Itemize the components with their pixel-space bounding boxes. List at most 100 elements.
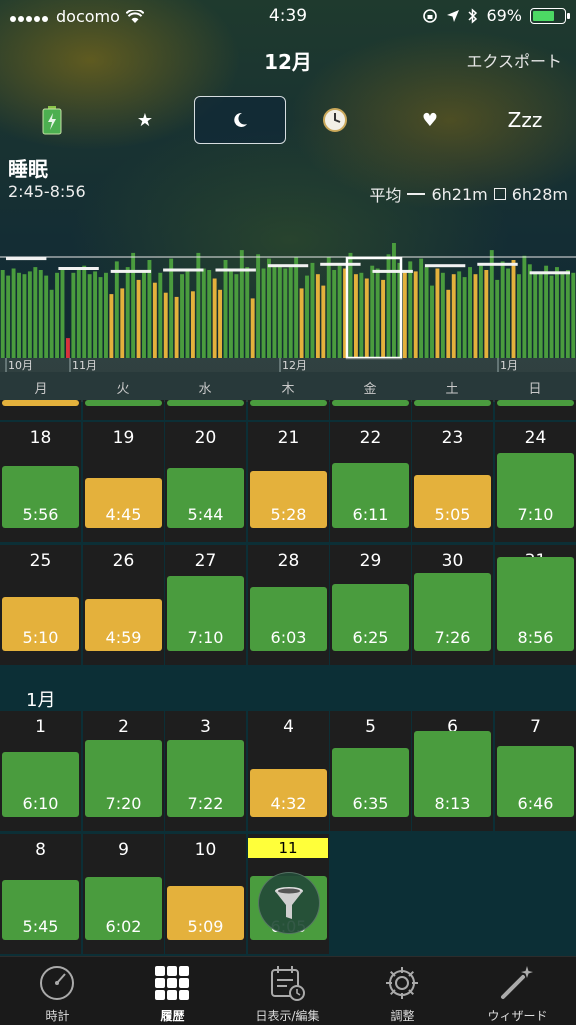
day-number: 19 — [112, 428, 135, 448]
chart-bar — [468, 267, 472, 358]
day-cell[interactable]: 18 5:56 — [0, 422, 81, 542]
month-label: 1月 — [26, 690, 56, 711]
average-box-value: 6h28m — [511, 184, 568, 204]
tab-day-edit[interactable]: 日表示/編集 — [230, 957, 345, 1025]
sleep-bar: 5:28 — [250, 470, 327, 528]
chart-bar — [533, 272, 538, 358]
chart-bar — [424, 267, 429, 358]
sleep-duration: 8:13 — [434, 794, 471, 813]
sleep-duration: 4:32 — [270, 794, 307, 813]
chart-bar — [98, 277, 103, 358]
day-cell[interactable]: 20 5:44 — [165, 422, 246, 542]
day-cell[interactable]: 10 5:09 — [165, 834, 246, 954]
mode-favorite-button[interactable]: ★ — [99, 96, 191, 144]
day-cell[interactable]: 3 7:22 — [165, 711, 246, 831]
day-number: 7 — [530, 717, 541, 737]
day-cell[interactable]: 30 7:26 — [412, 545, 493, 665]
sleep-duration: 6:46 — [517, 794, 554, 813]
tab-wizard[interactable]: ウィザード — [460, 957, 575, 1025]
day-cell[interactable]: 318:56 — [495, 545, 576, 665]
chart-bar — [310, 262, 315, 358]
day-cell[interactable]: 1 6:10 — [0, 711, 81, 831]
funnel-icon — [275, 887, 303, 919]
day-number: 28 — [277, 551, 300, 571]
day-cell[interactable]: 2 7:20 — [83, 711, 164, 831]
filter-button[interactable] — [258, 872, 320, 934]
chart-bar — [560, 274, 565, 358]
wifi-icon — [125, 9, 144, 23]
day-cell[interactable]: 24 7:10 — [495, 422, 576, 542]
day-number: 6 — [447, 717, 458, 737]
chart-weekly-average — [267, 264, 309, 268]
mode-clock-button[interactable] — [289, 96, 381, 144]
day-cell[interactable]: 28 6:03 — [248, 545, 329, 665]
chart-bar — [169, 258, 174, 358]
chart-bar — [147, 260, 152, 358]
tab-clock[interactable]: 時計 — [0, 957, 115, 1025]
tab-label: 履歴 — [160, 1009, 185, 1023]
chart-bar — [109, 294, 114, 358]
chart-bar — [538, 274, 543, 358]
chart-bar — [462, 277, 467, 358]
sleep-duration: 5:10 — [22, 628, 59, 647]
day-cell[interactable]: 22 6:11 — [330, 422, 411, 542]
chart-bar — [408, 261, 413, 358]
day-number: 23 — [441, 428, 464, 448]
day-number: 1 — [35, 717, 46, 737]
day-cell[interactable]: 4 4:32 — [248, 711, 329, 831]
chart-bar — [440, 272, 445, 358]
mode-battery-button[interactable] — [6, 96, 98, 144]
tab-bar: 時計 履歴 日表示/編集 調整 ウィザード — [0, 956, 576, 1025]
sleep-history-chart[interactable]: 10月 11月 12月 1月 — [0, 200, 576, 372]
chart-bar — [386, 254, 391, 358]
chart-bar — [142, 270, 146, 358]
chart-bar — [299, 288, 304, 358]
export-button[interactable]: エクスポート — [466, 52, 562, 71]
day-cell[interactable]: 23 5:05 — [412, 422, 493, 542]
day-cell[interactable]: 7 6:46 — [495, 711, 576, 831]
rotation-lock-icon — [423, 8, 438, 23]
sleep-duration: 7:10 — [187, 628, 224, 647]
mode-zzz-button[interactable]: Zzz — [479, 96, 571, 144]
star-icon: ★ — [136, 109, 154, 131]
day-cell[interactable]: 8 5:45 — [0, 834, 81, 954]
day-number: 22 — [359, 428, 382, 448]
chart-bar — [71, 272, 76, 358]
chart-bar — [419, 258, 424, 358]
mode-heart-button[interactable]: ♥ — [384, 96, 476, 144]
calendar-clock-icon — [271, 966, 305, 1001]
day-cell[interactable]: 21 5:28 — [248, 422, 329, 542]
day-cell[interactable]: 5 6:35 — [330, 711, 411, 831]
chart-bar — [82, 265, 87, 358]
day-cell[interactable]: 29 6:25 — [330, 545, 411, 665]
location-icon — [447, 9, 460, 22]
chart-bar — [364, 278, 369, 358]
today-indicator: 11 — [248, 838, 328, 858]
day-cell[interactable]: 25 5:10 — [0, 545, 81, 665]
day-cell[interactable]: 26 4:59 — [83, 545, 164, 665]
chart-bar — [38, 270, 43, 358]
bluetooth-icon — [468, 7, 478, 24]
chart-bar — [381, 279, 386, 358]
tab-history[interactable]: 履歴 — [115, 957, 230, 1025]
mode-sleep-button[interactable] — [194, 96, 286, 144]
chart-month-label: 1月 — [500, 359, 518, 372]
chart-bar — [565, 270, 570, 358]
day-cell[interactable]: 27 7:10 — [165, 545, 246, 665]
day-number: 29 — [359, 551, 382, 571]
sleep-bar: 6:11 — [332, 463, 409, 528]
day-cell[interactable]: 9 6:02 — [83, 834, 164, 954]
signal-icon — [10, 7, 50, 26]
chart-bar — [65, 338, 70, 358]
day-number: 26 — [112, 551, 135, 571]
tab-adjust[interactable]: 調整 — [345, 957, 460, 1025]
chart-bar — [104, 272, 108, 358]
day-cell[interactable]: 19 4:45 — [83, 422, 164, 542]
gear-icon — [386, 967, 418, 999]
day-cell[interactable]: 6 8:13 — [412, 711, 493, 831]
sleep-duration: 4:59 — [105, 628, 142, 647]
weekday-label: 日 — [528, 382, 542, 397]
sleep-duration: 5:56 — [22, 505, 59, 524]
sleep-bar: 8:13 — [414, 730, 491, 817]
chart-bar — [321, 285, 326, 358]
